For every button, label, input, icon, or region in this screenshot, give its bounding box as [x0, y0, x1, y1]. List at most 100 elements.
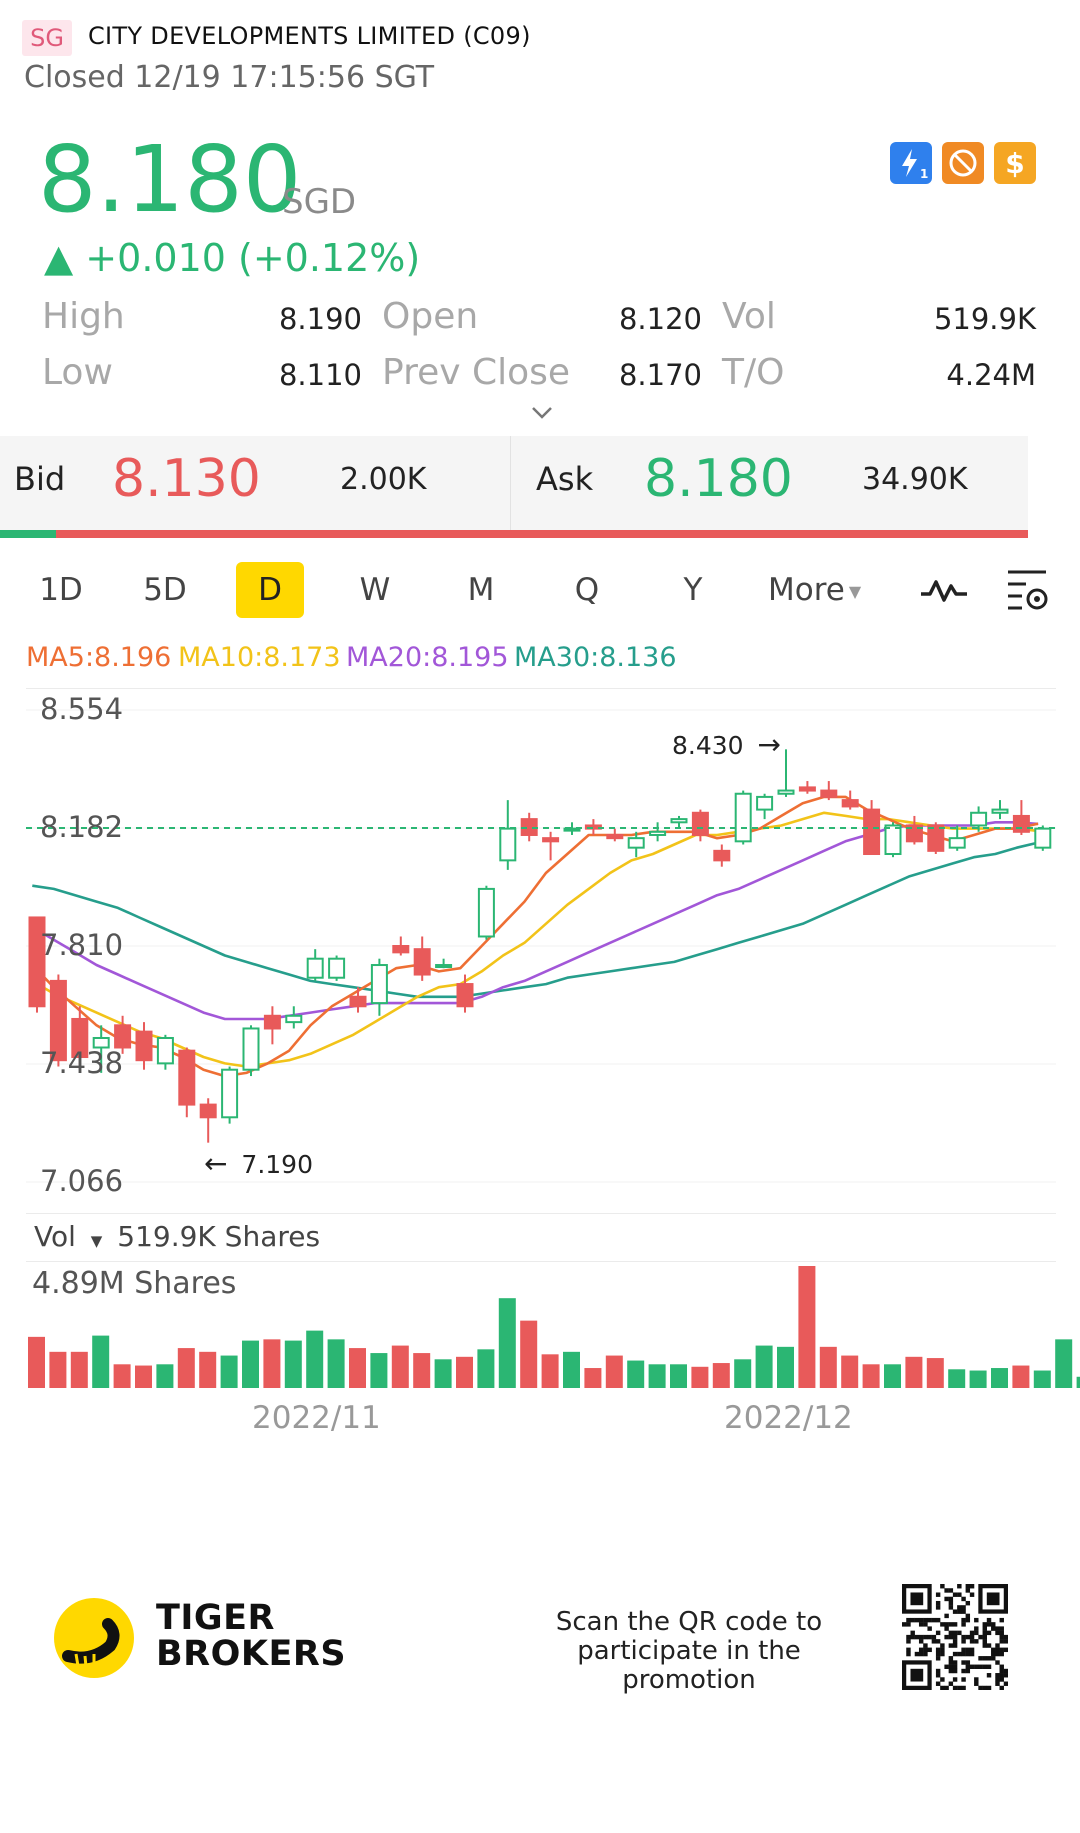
low-annotation: ← 7.190 — [204, 1147, 313, 1180]
candle — [991, 800, 1009, 820]
qr-module — [999, 1677, 1004, 1682]
high-label: High — [42, 296, 125, 337]
candle — [156, 1034, 174, 1070]
volume-bar — [28, 1336, 45, 1388]
qr-module — [982, 1656, 987, 1661]
candle-body — [713, 849, 731, 862]
candle-body — [156, 1036, 174, 1065]
qr-module — [927, 1647, 932, 1653]
tab-monthly[interactable]: M — [467, 572, 495, 608]
qr-module — [931, 1617, 937, 1623]
qr-module — [1003, 1639, 1008, 1644]
arrow-left-icon: ← — [204, 1147, 228, 1180]
tab-weekly[interactable]: W — [359, 572, 391, 608]
qr-module — [995, 1630, 1000, 1636]
candle — [927, 822, 945, 855]
qr-module — [965, 1647, 971, 1653]
currency: SGD — [282, 182, 357, 222]
candle — [606, 828, 624, 842]
volume-bar — [306, 1330, 324, 1388]
volume-chart[interactable] — [0, 1250, 1080, 1390]
qr-module — [918, 1617, 924, 1623]
qr-module — [952, 1664, 958, 1669]
volume-bar — [1012, 1365, 1030, 1388]
qr-module — [982, 1643, 987, 1648]
qr-module — [935, 1639, 941, 1644]
volume-bar — [670, 1364, 687, 1388]
qr-module — [918, 1651, 924, 1657]
qr-module — [935, 1617, 941, 1623]
volume-divider — [26, 1261, 1056, 1262]
qr-module — [948, 1596, 954, 1602]
ask-price[interactable]: 8.180 — [644, 449, 793, 509]
volume-bar — [541, 1354, 559, 1388]
volume-header[interactable]: Vol ▼ 519.9K Shares — [34, 1220, 320, 1253]
qr-module — [948, 1622, 954, 1627]
candle-body — [49, 979, 67, 1062]
indicator-icon[interactable] — [918, 568, 970, 612]
candle — [970, 806, 988, 832]
qr-module — [961, 1605, 966, 1610]
candle — [306, 949, 324, 981]
qr-module — [999, 1668, 1004, 1674]
brand-name-line2: BROKERS — [156, 1634, 347, 1674]
qr-module — [982, 1685, 987, 1690]
candle-body — [991, 808, 1009, 814]
flash-l1-icon[interactable]: 1 — [890, 142, 932, 184]
qr-module — [969, 1639, 975, 1644]
qr-module — [1003, 1647, 1008, 1653]
qr-code[interactable] — [902, 1584, 1008, 1690]
vol-value: 519.9K — [933, 302, 1036, 336]
qr-module — [986, 1630, 992, 1636]
qr-module — [931, 1639, 937, 1644]
volume-bar — [948, 1369, 966, 1388]
candle — [691, 809, 709, 842]
candle-body — [71, 1017, 89, 1059]
tab-quarterly[interactable]: Q — [574, 572, 600, 608]
candle — [456, 974, 474, 1013]
expand-chevron-icon[interactable] — [530, 400, 554, 424]
bid-price[interactable]: 8.130 — [112, 449, 261, 509]
qr-module — [902, 1622, 907, 1627]
qr-module — [999, 1651, 1004, 1657]
tab-5d[interactable]: 5D — [143, 572, 187, 608]
chart-settings-icon[interactable] — [1004, 564, 1052, 614]
qr-module — [923, 1634, 928, 1640]
qr-module — [918, 1647, 924, 1653]
qr-module — [948, 1656, 954, 1661]
tab-yearly[interactable]: Y — [683, 572, 703, 608]
qr-module — [935, 1592, 941, 1597]
candle — [349, 987, 367, 1013]
promo-text-line2: participate in the promotion — [577, 1636, 801, 1695]
candle-body — [1012, 814, 1030, 833]
qr-module — [910, 1634, 915, 1640]
candle — [199, 1098, 217, 1143]
qr-module — [995, 1643, 1000, 1648]
qr-module — [906, 1634, 911, 1640]
no-fee-icon[interactable] — [942, 142, 984, 184]
qr-module — [935, 1647, 941, 1653]
qr-module — [906, 1617, 911, 1623]
brand-name-line1: TIGER — [156, 1598, 275, 1638]
candle-body — [349, 995, 367, 1008]
qr-module — [999, 1647, 1004, 1653]
qr-module — [948, 1643, 954, 1648]
qr-module — [1003, 1673, 1008, 1678]
candle-body — [221, 1068, 239, 1119]
dollar-icon[interactable]: $ — [994, 142, 1036, 184]
qr-module — [982, 1639, 987, 1644]
candle-body — [627, 837, 645, 849]
y-tick-label: 7.810 — [40, 928, 124, 962]
volume-bar — [370, 1353, 388, 1388]
tab-1d[interactable]: 1D — [39, 572, 83, 608]
ask-size: 34.90K — [862, 462, 968, 497]
qr-module — [961, 1668, 966, 1674]
qr-module — [995, 1681, 1000, 1686]
qr-module — [982, 1664, 987, 1669]
qr-module — [923, 1651, 928, 1657]
tab-daily[interactable]: D — [236, 562, 304, 618]
low-value: 8.110 — [278, 358, 362, 392]
tab-more[interactable]: More ▼ — [768, 562, 874, 618]
volume-bar — [391, 1345, 409, 1388]
price-chart[interactable] — [0, 0, 1080, 1250]
